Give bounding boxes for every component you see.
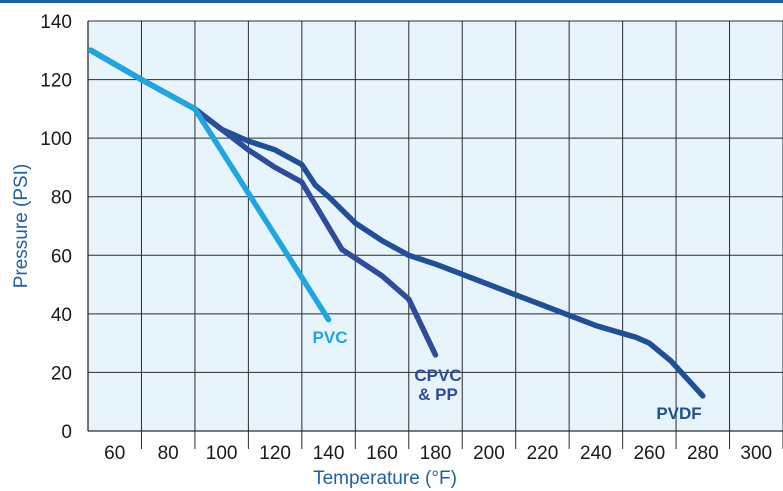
tick-labels: 0 20 40 60 80 100 120 140 60 80 100 120 140 160 180 200… [40,12,772,464]
y-axis-title: Pressure (PSI) [11,164,32,289]
x-tick-label: 140 [313,443,345,464]
x-tick-label: 260 [633,443,665,464]
y-tick-label: 100 [40,129,72,150]
y-tick-label: 140 [40,12,72,33]
x-axis-title: Temperature (°F) [313,468,457,489]
series-lines [87,47,706,399]
x-tick-label: 240 [580,443,612,464]
x-tick-label: 60 [104,443,125,464]
y-tick-label: 60 [51,246,72,267]
plot-area [88,21,783,431]
x-tick-label: 220 [527,443,559,464]
series-labels: PVC CPVC & PP PVDF [313,328,702,423]
y-tick-label: 20 [51,363,72,384]
x-tick-label: 200 [473,443,505,464]
x-tick-label: 280 [687,443,719,464]
x-tick-label: 120 [259,443,291,464]
series-label-pvdf: PVDF [656,404,701,423]
x-tick-label: 80 [158,443,179,464]
y-tick-label: 0 [61,422,72,443]
x-tick-label: 160 [366,443,398,464]
series-line-pvc [87,47,332,323]
x-tick-label: 180 [420,443,452,464]
y-tick-label: 120 [40,71,72,92]
x-tick-label: 100 [206,443,238,464]
series-label-pvc: PVC [313,328,348,347]
y-tick-label: 40 [51,305,72,326]
x-tick-label: 300 [740,443,772,464]
series-label-cpvc-pp: CPVC & PP [414,366,461,404]
grid [87,20,783,449]
y-tick-label: 80 [51,188,72,209]
